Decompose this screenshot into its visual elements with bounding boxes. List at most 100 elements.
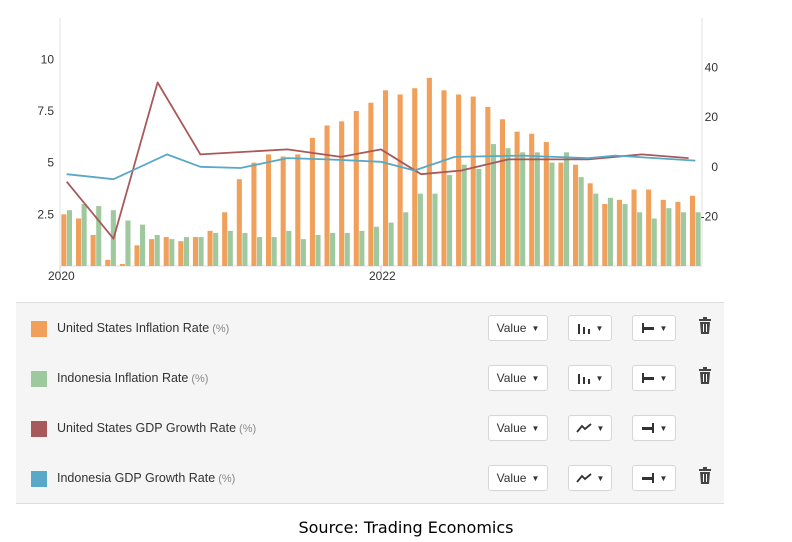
us-inflation-bar — [616, 199, 622, 266]
id-inflation-bar — [666, 208, 672, 266]
value-dropdown[interactable]: Value ▼ — [488, 365, 548, 391]
id-inflation-bar — [125, 220, 131, 266]
axis-left-icon — [641, 322, 655, 334]
axis-dropdown[interactable]: ▼ — [632, 365, 676, 391]
value-dropdown[interactable]: Value ▼ — [488, 415, 548, 441]
chevron-down-icon: ▼ — [531, 423, 540, 433]
x-tick-label: 2020 — [48, 269, 75, 283]
us-inflation-bar — [602, 204, 608, 266]
id-inflation-bar — [607, 197, 613, 266]
us-inflation-bar — [75, 218, 82, 266]
series-color-swatch — [31, 421, 47, 437]
series-name: Indonesia GDP Growth Rate (%) — [57, 471, 235, 485]
id-inflation-bar — [680, 212, 687, 266]
us-inflation-bar — [529, 133, 535, 266]
id-inflation-bar — [447, 175, 453, 266]
chart-type-dropdown[interactable]: ▼ — [568, 415, 612, 441]
us-inflation-bar — [119, 263, 125, 266]
axis-ticks: 2020 2022 2.5 5 7.5 10 -20 0 20 40 — [37, 52, 718, 283]
id-inflation-bar — [388, 222, 394, 266]
us-inflation-bar — [90, 235, 96, 266]
us-inflation-bar — [149, 239, 155, 266]
id-inflation-bar — [213, 232, 219, 266]
us-inflation-bar — [192, 237, 199, 266]
bar-series-group — [61, 77, 701, 267]
trash-icon[interactable] — [698, 467, 712, 485]
chevron-down-icon: ▼ — [531, 473, 540, 483]
bar-chart-icon — [577, 371, 591, 385]
chevron-down-icon: ▼ — [595, 323, 604, 333]
axis-dropdown[interactable]: ▼ — [632, 315, 676, 341]
line-chart-icon — [575, 422, 592, 434]
series-unit: (%) — [212, 323, 230, 335]
trash-icon[interactable] — [698, 317, 712, 335]
us-inflation-bar — [353, 111, 359, 266]
id-inflation-bar — [651, 218, 657, 266]
id-inflation-bar — [432, 193, 438, 266]
chevron-down-icon: ▼ — [531, 373, 540, 383]
us-inflation-bar — [426, 77, 432, 266]
id-inflation-bar — [534, 152, 540, 266]
series-color-swatch — [31, 471, 47, 487]
id-inflation-bar — [315, 235, 321, 266]
series-label: Indonesia Inflation Rate — [57, 371, 189, 385]
series-label: United States Inflation Rate — [57, 321, 210, 335]
id-inflation-bar — [300, 239, 306, 266]
trash-icon[interactable] — [698, 367, 712, 385]
series-unit: (%) — [239, 423, 257, 435]
us-inflation-bar — [397, 94, 403, 266]
right-tick-label: -20 — [701, 209, 719, 223]
id-inflation-bar — [169, 239, 175, 266]
us-inflation-bar — [266, 154, 272, 266]
id-inflation-bar — [344, 232, 350, 266]
right-tick-label: 20 — [705, 110, 719, 124]
chevron-down-icon: ▼ — [659, 473, 668, 483]
right-tick-label: 40 — [705, 61, 719, 75]
us-inflation-bar — [573, 164, 579, 266]
left-tick-label: 7.5 — [37, 104, 54, 118]
us-inflation-bar — [251, 162, 257, 266]
us-inflation-bar — [660, 199, 666, 266]
us-inflation-bar — [382, 90, 389, 266]
legend-row: Indonesia Inflation Rate (%) Value ▼ ▼ ▼ — [16, 353, 724, 403]
series-color-swatch — [31, 371, 47, 387]
us-inflation-bar — [339, 121, 345, 266]
id-inflation-bar — [563, 152, 570, 266]
id-inflation-bar — [198, 237, 204, 266]
chevron-down-icon: ▼ — [596, 473, 605, 483]
us-inflation-bar — [309, 137, 315, 266]
source-caption: Source: Trading Economics — [298, 518, 514, 537]
x-tick-label: 2022 — [369, 269, 396, 283]
us-inflation-bar — [236, 179, 242, 266]
chart-type-dropdown[interactable]: ▼ — [568, 315, 612, 341]
axis-right-icon — [641, 472, 655, 484]
id-inflation-bar — [593, 193, 599, 266]
value-dropdown[interactable]: Value ▼ — [488, 465, 548, 491]
id-inflation-bar — [242, 232, 248, 266]
left-tick-label: 2.5 — [37, 207, 54, 221]
id-inflation-bar — [256, 237, 263, 266]
line-chart-icon — [575, 472, 592, 484]
id-gdp-line — [66, 153, 696, 181]
us-inflation-bar — [514, 131, 520, 266]
chart-type-dropdown[interactable]: ▼ — [568, 365, 612, 391]
id-inflation-bar — [271, 237, 277, 266]
us-inflation-bar — [324, 125, 330, 266]
value-dropdown[interactable]: Value ▼ — [488, 315, 548, 341]
series-label: United States GDP Growth Rate — [57, 421, 237, 435]
series-name: United States GDP Growth Rate (%) — [57, 421, 256, 435]
id-inflation-bar — [359, 230, 365, 266]
us-inflation-bar — [543, 142, 549, 266]
axis-dropdown[interactable]: ▼ — [632, 465, 676, 491]
id-inflation-bar — [227, 230, 233, 266]
chevron-down-icon: ▼ — [595, 373, 604, 383]
id-inflation-bar — [490, 144, 496, 266]
axis-dropdown[interactable]: ▼ — [632, 415, 676, 441]
id-inflation-bar — [330, 232, 336, 266]
combo-chart: 2020 2022 2.5 5 7.5 10 -20 0 20 40 — [37, 18, 718, 283]
value-dropdown-label: Value — [496, 321, 527, 335]
chart-type-dropdown[interactable]: ▼ — [568, 465, 612, 491]
id-inflation-bar — [140, 224, 146, 266]
series-unit: (%) — [218, 473, 236, 485]
id-inflation-bar — [476, 168, 482, 266]
